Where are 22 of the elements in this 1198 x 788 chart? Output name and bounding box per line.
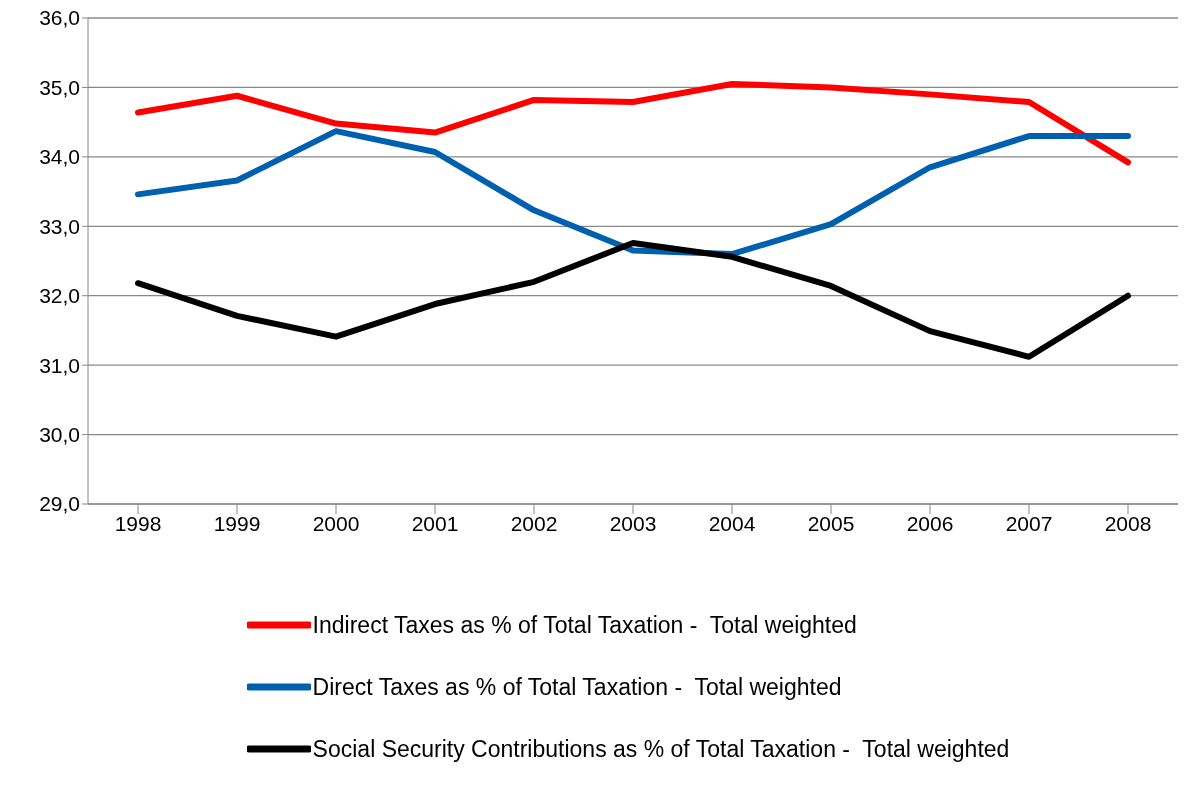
y-tick-label: 31,0 <box>39 353 80 377</box>
legend-label: Direct Taxes as % of Total Taxation - Total weighted <box>312 673 842 701</box>
x-tick-label: 2001 <box>411 511 459 535</box>
x-tick-label: 2006 <box>906 511 954 535</box>
x-tick-label: 2007 <box>1005 511 1053 535</box>
y-tick-label: 29,0 <box>39 492 80 516</box>
legend-label: Social Security Contributions as % of Total Taxation - Total weighted <box>312 735 1010 763</box>
y-tick-label: 35,0 <box>39 75 80 99</box>
y-tick-label: 34,0 <box>39 145 80 169</box>
x-tick-label: 2004 <box>708 511 756 535</box>
x-tick-label: 2000 <box>312 511 360 535</box>
y-tick-label: 36,0 <box>39 6 80 30</box>
x-tick-label: 2005 <box>807 511 855 535</box>
x-tick-label: 2008 <box>1104 511 1152 535</box>
x-tick-label: 1998 <box>114 511 162 535</box>
y-tick-label: 32,0 <box>39 284 80 308</box>
x-tick-label: 2002 <box>510 511 558 535</box>
y-tick-label: 30,0 <box>39 423 80 447</box>
y-tick-label: 33,0 <box>39 214 80 238</box>
legend-label: Indirect Taxes as % of Total Taxation - Total weighted <box>312 611 857 639</box>
x-tick-label: 1999 <box>213 511 261 535</box>
x-tick-label: 2003 <box>609 511 657 535</box>
